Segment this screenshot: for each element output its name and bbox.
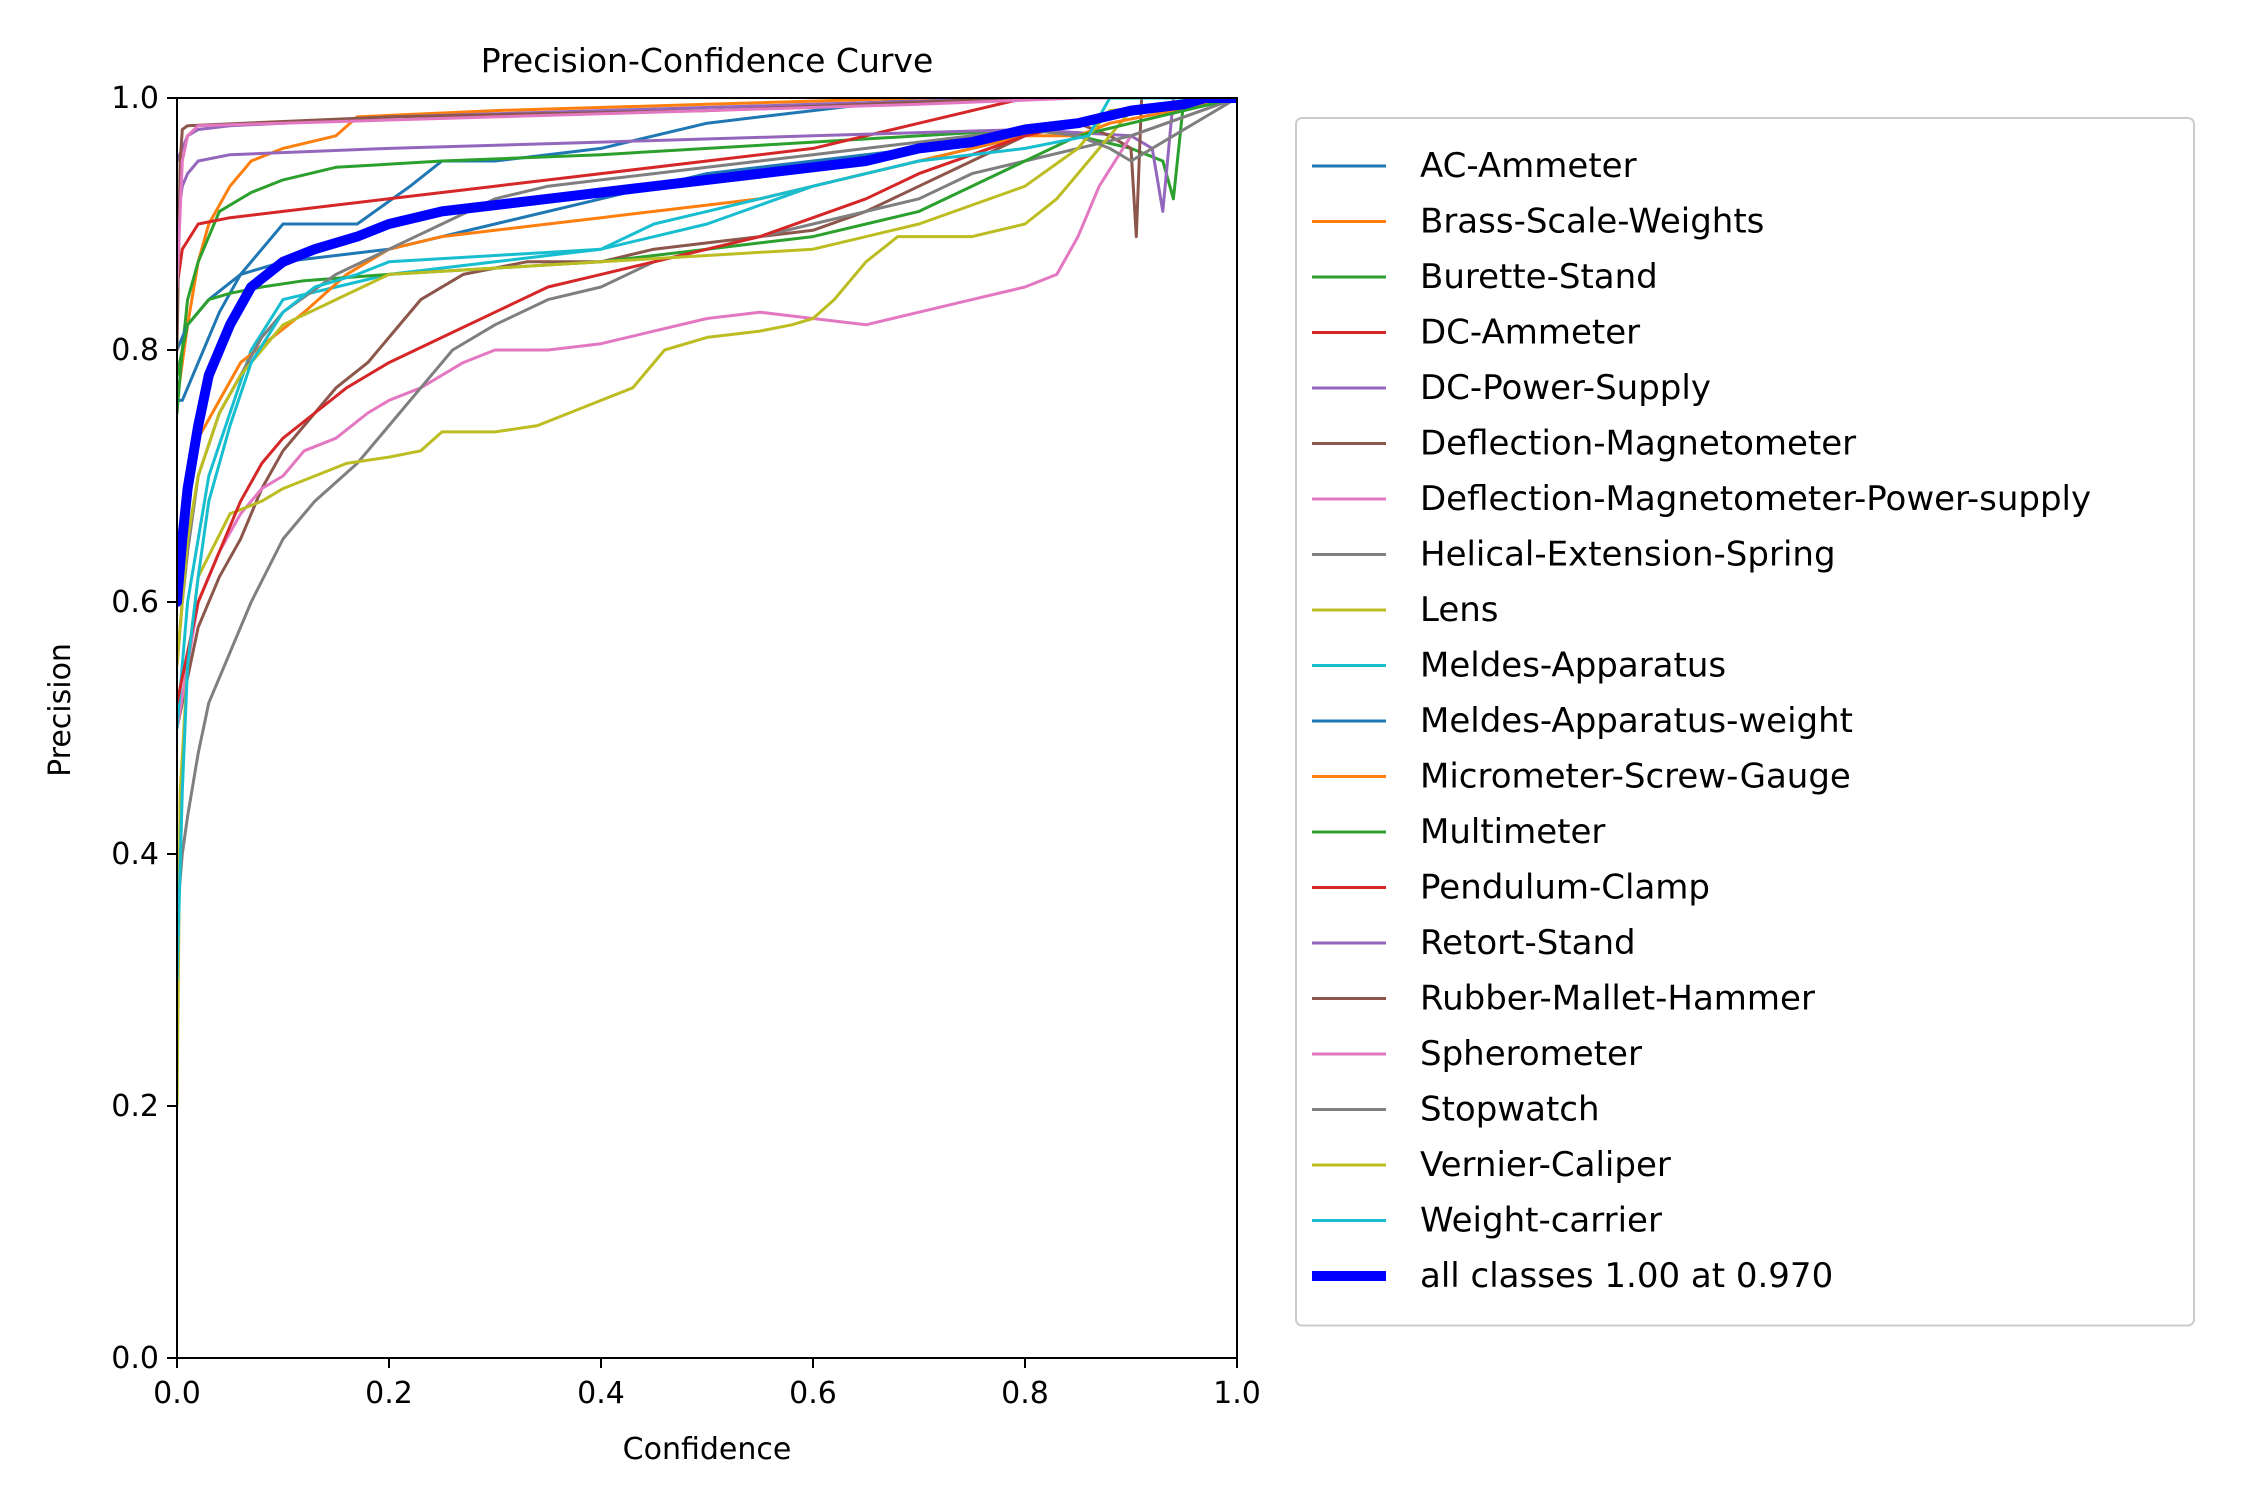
y-tick-label: 0.8 — [111, 333, 159, 368]
series-line-20 — [177, 98, 1237, 607]
chart-title: Precision-Confidence Curve — [481, 41, 934, 80]
series-line-0 — [177, 98, 1237, 402]
series-lines — [177, 98, 1237, 1108]
legend-label: Rubber-Mallet-Hammer — [1420, 979, 1815, 1019]
series-line-19 — [177, 98, 1237, 982]
legend-label: Weight-carrier — [1420, 1201, 1662, 1241]
legend-label: all classes 1.00 at 0.970 — [1420, 1256, 1833, 1296]
legend-label: Deflection-Magnetometer — [1420, 424, 1856, 464]
series-line-11 — [177, 98, 1237, 604]
legend-box — [1295, 117, 2195, 1327]
series-line-9 — [177, 98, 1237, 730]
x-tick-label: 0.4 — [577, 1376, 625, 1411]
legend-label: Stopwatch — [1420, 1090, 1600, 1130]
y-axis-ticks: 0.0 0.2 0.4 0.6 0.8 1.0 — [111, 81, 177, 1376]
legend-label: Retort-Stand — [1420, 923, 1636, 963]
y-tick-label: 0.2 — [111, 1089, 159, 1124]
axes-frame — [176, 97, 1238, 1359]
y-tick-label: 0.4 — [111, 837, 159, 872]
legend: AC-Ammeter Brass-Scale-Weights Burette-Sta… — [1295, 117, 2195, 1327]
legend-label: Meldes-Apparatus-weight — [1420, 701, 1853, 741]
legend-label: Micrometer-Screw-Gauge — [1420, 757, 1851, 797]
series-line-6 — [177, 98, 1237, 730]
y-tick-label: 1.0 — [111, 81, 159, 116]
legend-label: AC-Ammeter — [1420, 146, 1637, 186]
plot-area — [176, 97, 1238, 1359]
x-tick-label: 0.8 — [1001, 1376, 1049, 1411]
legend-label: DC-Power-Supply — [1420, 368, 1711, 408]
series-line-5 — [177, 98, 1237, 730]
x-tick-label: 0.2 — [365, 1376, 413, 1411]
series-line-2 — [177, 98, 1237, 415]
legend-label: Vernier-Caliper — [1420, 1145, 1671, 1185]
series-line-4 — [177, 98, 1237, 226]
series-line-18 — [177, 98, 1237, 667]
legend-label: Spherometer — [1420, 1034, 1642, 1074]
series-line-8 — [177, 98, 1237, 1108]
y-tick-label: 0.6 — [111, 585, 159, 620]
legend-label: DC-Ammeter — [1420, 313, 1640, 353]
legend-label: Meldes-Apparatus — [1420, 646, 1726, 686]
y-axis-label: Precision — [43, 643, 78, 777]
x-tick-label: 0.0 — [153, 1376, 201, 1411]
legend-label: Deflection-Magnetometer-Power-supply — [1420, 479, 2091, 519]
y-tick-label: 0.0 — [111, 1341, 159, 1376]
x-axis-label: Confidence — [623, 1432, 792, 1467]
x-axis-ticks: 0.0 0.2 0.4 0.6 0.8 1.0 — [153, 1358, 1261, 1411]
legend-label: Burette-Stand — [1420, 257, 1658, 297]
legend-label: Helical-Extension-Spring — [1420, 535, 1836, 575]
series-line-1 — [177, 98, 1237, 402]
series-line-13 — [177, 98, 1237, 705]
legend-label: Multimeter — [1420, 812, 1605, 852]
series-line-16 — [177, 98, 1237, 289]
legend-label: Lens — [1420, 590, 1499, 630]
legend-label: Brass-Scale-Weights — [1420, 202, 1764, 242]
series-line-7 — [177, 98, 1237, 919]
series-line-15 — [177, 98, 1237, 352]
legend-label: Pendulum-Clamp — [1420, 868, 1710, 908]
x-tick-label: 0.6 — [789, 1376, 837, 1411]
x-tick-label: 1.0 — [1213, 1376, 1261, 1411]
